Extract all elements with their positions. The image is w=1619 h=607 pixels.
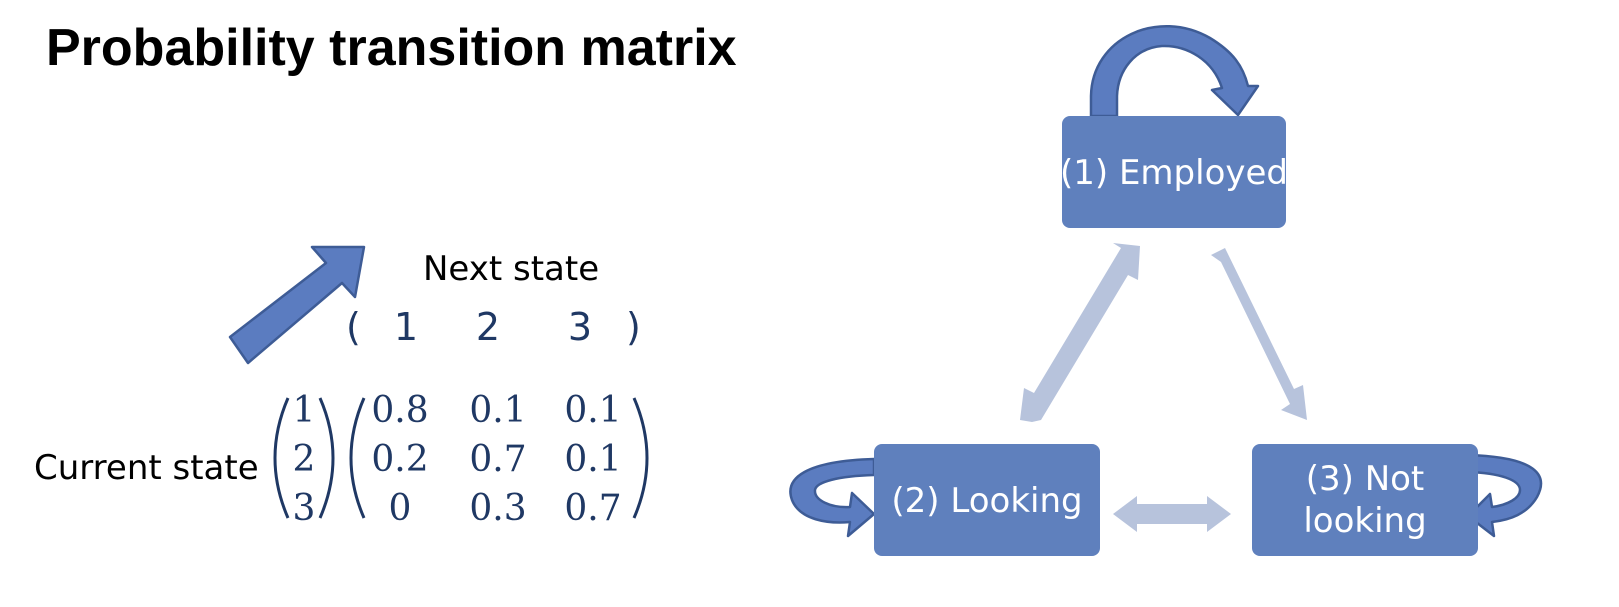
- looking-self-loop-icon: [789, 457, 876, 538]
- state-label-employed: (1) Employed: [1060, 153, 1288, 193]
- column-close-paren: ): [626, 305, 641, 349]
- matrix-cell: 0.7: [564, 488, 621, 529]
- matrix-cell: 0: [389, 488, 412, 529]
- matrix-left-paren: [349, 397, 366, 519]
- matrix-panel: Next state ( 1 2 3 ) Current state 1 2 3…: [34, 245, 649, 529]
- row-label-1: 1: [293, 390, 316, 431]
- employed-self-loop-icon: [1089, 24, 1260, 118]
- transition-arrow-employed-notlooking: [1211, 248, 1307, 420]
- column-open-paren: (: [346, 305, 361, 349]
- matrix-cell: 0.8: [371, 390, 428, 431]
- row-vector-left-paren: [273, 397, 290, 519]
- state-box-not-looking: [1252, 444, 1478, 556]
- row-vector-right-paren: [318, 397, 335, 519]
- state-label-not-looking-line2: looking: [1303, 501, 1426, 541]
- matrix-cell: 0.3: [469, 488, 526, 529]
- matrix-cell: 0.7: [469, 439, 526, 480]
- transition-arrow-looking-employed: [1020, 243, 1140, 422]
- column-label-1: 1: [394, 305, 418, 349]
- column-label-3: 3: [568, 305, 592, 349]
- matrix-cell: 0.1: [564, 390, 621, 431]
- current-state-label: Current state: [34, 448, 259, 488]
- row-label-2: 2: [293, 439, 316, 480]
- matrix-cell: 0.1: [564, 439, 621, 480]
- diagonal-arrow-icon: [228, 245, 366, 365]
- notlooking-self-loop-icon: [1466, 453, 1543, 538]
- state-label-looking: (2) Looking: [891, 481, 1082, 521]
- transition-arrow-looking-notlooking: [1113, 496, 1231, 532]
- column-label-2: 2: [476, 305, 500, 349]
- matrix-cell: 0.1: [469, 390, 526, 431]
- slide-title: Probability transition matrix: [46, 19, 737, 77]
- matrix-right-paren: [632, 397, 649, 519]
- matrix-cell: 0.2: [371, 439, 428, 480]
- row-label-3: 3: [293, 488, 316, 529]
- next-state-label: Next state: [423, 249, 599, 289]
- state-box-looking: [874, 444, 1100, 556]
- state-box-employed: [1062, 116, 1286, 228]
- state-label-not-looking-line1: (3) Not: [1306, 459, 1425, 499]
- state-diagram: (1) Employed (2) Looking (3) Not looking: [789, 24, 1543, 556]
